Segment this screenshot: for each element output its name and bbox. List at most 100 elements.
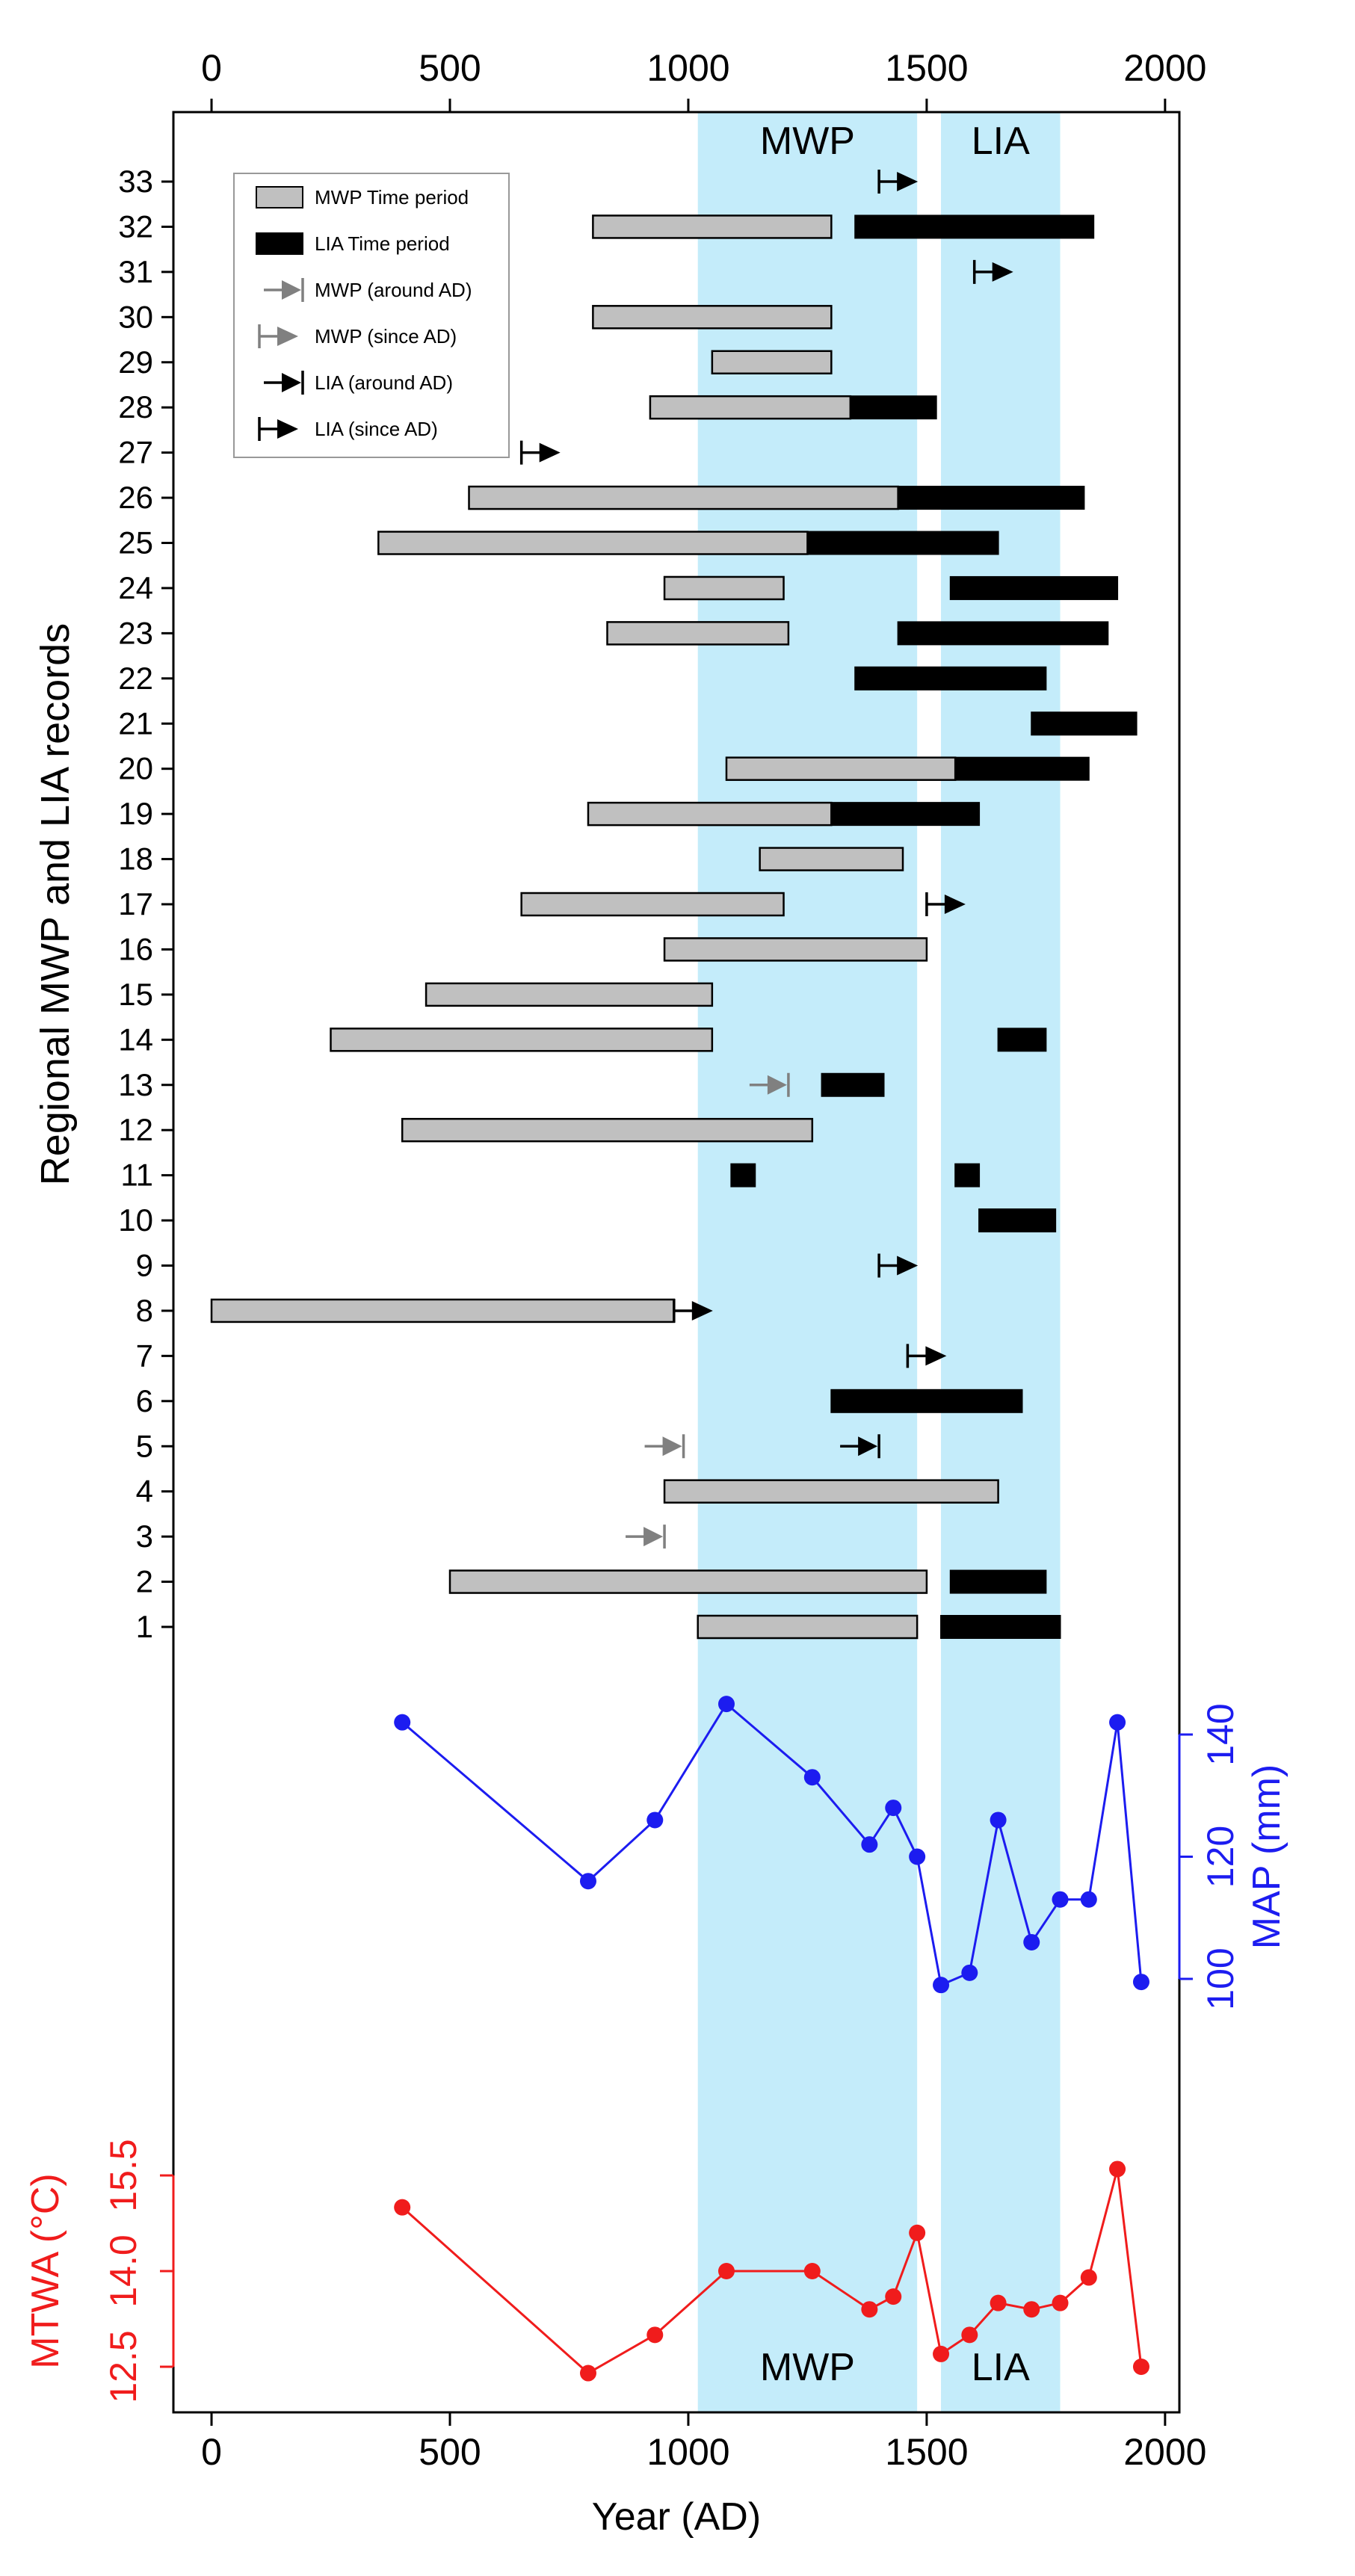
band-bottom-label-mwp: MWP bbox=[760, 2346, 855, 2389]
marker-head bbox=[277, 327, 298, 346]
mtwa-point bbox=[1109, 2160, 1126, 2178]
record-tick-label: 19 bbox=[118, 796, 153, 831]
mwp-bar-record-30 bbox=[592, 305, 833, 330]
lia-since-marker-record-9 bbox=[877, 1253, 919, 1278]
mtwa-panel: 12.5 14.0 15.5 MTWA (°C) bbox=[24, 2139, 1149, 2403]
legend-label-mwp-bar: MWP Time period bbox=[315, 186, 469, 209]
lia-since-swatch bbox=[258, 417, 298, 441]
mtwa-point bbox=[717, 2263, 735, 2279]
band-top-label-lia: LIA bbox=[972, 120, 1030, 163]
lia-bar-record-11 bbox=[730, 1163, 756, 1187]
mtwa-tick-label: 14.0 bbox=[102, 2234, 144, 2307]
marker-head bbox=[662, 1436, 682, 1457]
marker-head bbox=[992, 262, 1013, 282]
lia-since-marker-record-31 bbox=[972, 259, 1013, 284]
mwp-bar-record-29 bbox=[711, 350, 833, 374]
marker-head bbox=[858, 1436, 878, 1457]
map-point bbox=[961, 1964, 978, 1981]
record-tick-label: 20 bbox=[118, 751, 153, 786]
lia-since-marker-record-8 bbox=[673, 1298, 713, 1323]
marker-head bbox=[767, 1075, 787, 1095]
record-tick-label: 3 bbox=[136, 1519, 153, 1554]
mwp-bar-record-20 bbox=[725, 756, 957, 781]
map-point bbox=[579, 1873, 596, 1890]
lia-bar-record-20 bbox=[954, 756, 1090, 781]
lia-since-marker-record-27 bbox=[519, 440, 561, 465]
mwp-bar-record-16 bbox=[663, 937, 928, 962]
x-tick-label-bottom: 1500 bbox=[885, 2431, 968, 2473]
map-axis-title: MAP (mm) bbox=[1245, 1764, 1288, 1949]
lia-around-swatch bbox=[264, 371, 304, 395]
x-tick-label-top: 0 bbox=[201, 47, 222, 89]
lia-bar-record-6 bbox=[830, 1389, 1023, 1413]
mwp-bar-record-24 bbox=[663, 575, 785, 601]
record-tick-label: 33 bbox=[118, 164, 153, 199]
lia-bar-record-19 bbox=[830, 802, 981, 827]
mwp-bar-record-8 bbox=[210, 1298, 676, 1323]
record-tick-label: 24 bbox=[118, 570, 153, 605]
record-tick-label: 1 bbox=[136, 1609, 153, 1644]
lia-bar-swatch bbox=[256, 232, 303, 255]
lia-bar-record-2 bbox=[949, 1569, 1047, 1594]
lia-bar-record-28 bbox=[849, 395, 937, 420]
mwp-around-marker-record-3 bbox=[626, 1525, 666, 1549]
map-point bbox=[861, 1836, 878, 1853]
record-tick-label: 26 bbox=[118, 480, 153, 515]
record-tick-label: 25 bbox=[118, 525, 153, 560]
x-tick-label-bottom: 0 bbox=[201, 2431, 222, 2473]
record-tick-label: 8 bbox=[136, 1293, 153, 1328]
record-tick-label: 16 bbox=[118, 931, 153, 966]
mtwa-line bbox=[401, 2169, 1143, 2375]
map-point bbox=[1132, 1974, 1149, 1991]
mwp-around-swatch bbox=[264, 278, 304, 302]
map-point bbox=[717, 1696, 735, 1713]
mwp-bar-record-4 bbox=[663, 1479, 999, 1504]
record-tick-label: 2 bbox=[136, 1564, 153, 1599]
lia-bar-record-13 bbox=[821, 1072, 885, 1097]
x-tick-label-top: 2000 bbox=[1123, 47, 1206, 89]
map-point bbox=[1080, 1891, 1097, 1908]
record-tick-label: 21 bbox=[118, 705, 153, 741]
marker-head bbox=[643, 1527, 664, 1547]
mwp-around-marker-record-13 bbox=[749, 1072, 790, 1097]
records-axis-title: Regional MWP and LIA records bbox=[33, 623, 78, 1185]
mwp-bar-record-23 bbox=[606, 621, 790, 646]
mtwa-point bbox=[579, 2365, 596, 2382]
map-point bbox=[803, 1769, 821, 1786]
lia-since-marker-record-33 bbox=[877, 170, 919, 194]
mwp-bar-record-32 bbox=[592, 214, 833, 239]
map-point bbox=[885, 1800, 902, 1817]
record-tick-label: 30 bbox=[118, 299, 153, 334]
map-point bbox=[646, 1811, 664, 1829]
record-tick-label: 13 bbox=[118, 1067, 153, 1102]
band-lia bbox=[941, 112, 1061, 2412]
record-tick-label: 5 bbox=[136, 1428, 153, 1463]
map-tick-label: 120 bbox=[1200, 1826, 1241, 1888]
mtwa-tick-label: 12.5 bbox=[102, 2330, 144, 2403]
mtwa-point bbox=[394, 2199, 411, 2216]
mtwa-point bbox=[1080, 2269, 1097, 2286]
x-axis-title: Year (AD) bbox=[592, 2495, 761, 2539]
axes: 0 0 500 500 1000 1000 1500 1500 2000 2000 Year (AD… bbox=[33, 47, 1206, 2539]
map-point bbox=[394, 1714, 411, 1731]
plot-border bbox=[172, 111, 1181, 2414]
legend: MWP Time period LIA Time period MWP (aroun… bbox=[233, 173, 510, 458]
map-point bbox=[909, 1848, 926, 1865]
mwp-since-swatch bbox=[258, 324, 298, 348]
mwp-bar-record-15 bbox=[425, 982, 714, 1007]
record-tick-label: 15 bbox=[118, 977, 153, 1012]
legend-label-mwp-around: MWP (around AD) bbox=[315, 279, 472, 301]
records-panel bbox=[210, 170, 1138, 1640]
map-point bbox=[990, 1811, 1007, 1829]
mwp-bar-record-2 bbox=[448, 1569, 928, 1594]
lia-bar-record-21 bbox=[1031, 711, 1138, 736]
lia-bar-record-1 bbox=[940, 1615, 1061, 1639]
map-point bbox=[1052, 1891, 1069, 1908]
mtwa-point bbox=[990, 2294, 1007, 2311]
mtwa-tick-label: 15.5 bbox=[102, 2139, 144, 2211]
record-tick-label: 12 bbox=[118, 1112, 153, 1147]
map-point bbox=[1109, 1714, 1126, 1731]
record-tick-label: 7 bbox=[136, 1338, 153, 1373]
